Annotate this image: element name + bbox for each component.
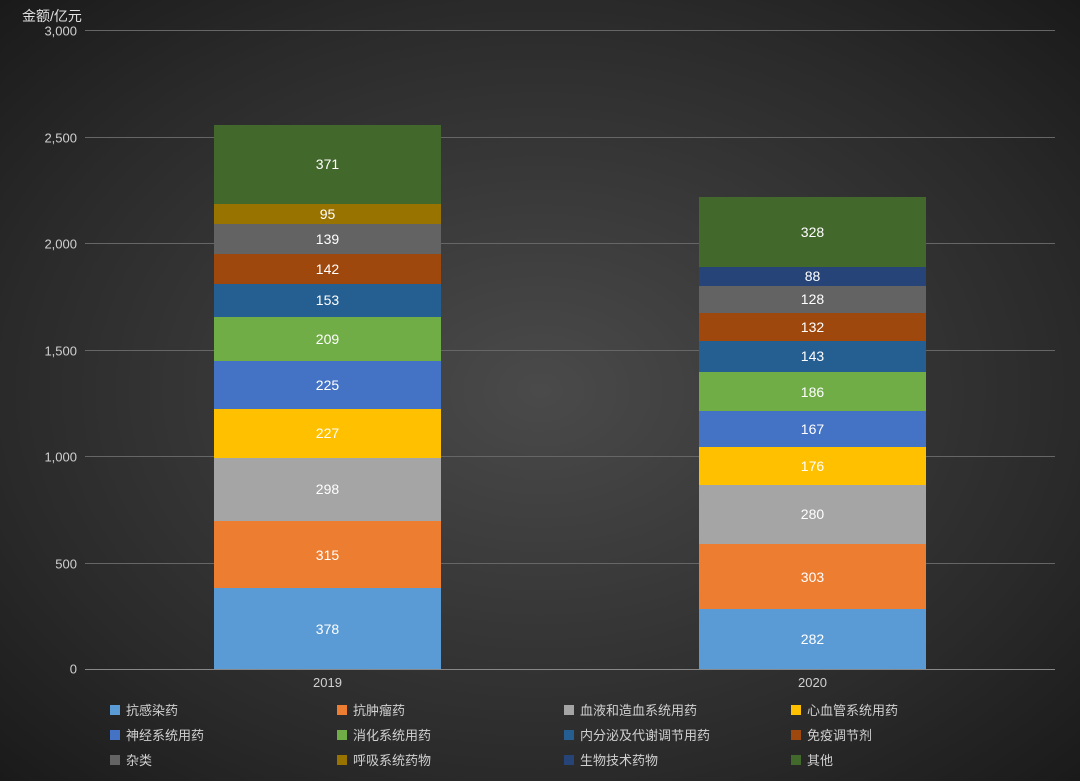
legend-label: 抗感染药	[126, 700, 178, 719]
legend-item: 抗感染药	[110, 700, 329, 719]
legend-swatch	[337, 730, 347, 740]
legend-label: 血液和造血系统用药	[580, 700, 697, 719]
chart-container: 金额/亿元 05001,0001,5002,0002,5003,000 3783…	[0, 0, 1080, 781]
segment-value-label: 298	[316, 481, 339, 497]
bar-segment: 88	[699, 267, 927, 286]
plot-area: 05001,0001,5002,0002,5003,000 3783152982…	[85, 30, 1055, 670]
segment-value-label: 328	[801, 224, 824, 240]
bar-segment: 142	[214, 254, 442, 284]
legend-item: 神经系统用药	[110, 725, 329, 744]
segment-value-label: 371	[316, 156, 339, 172]
legend-label: 呼吸系统药物	[353, 750, 431, 769]
ytick-label: 0	[70, 662, 77, 677]
legend-label: 生物技术药物	[580, 750, 658, 769]
legend-swatch	[791, 730, 801, 740]
segment-value-label: 186	[801, 384, 824, 400]
legend-swatch	[564, 705, 574, 715]
legend-swatch	[110, 705, 120, 715]
legend-label: 神经系统用药	[126, 725, 204, 744]
segment-value-label: 227	[316, 425, 339, 441]
bar-segment: 186	[699, 372, 927, 412]
segment-value-label: 378	[316, 621, 339, 637]
ytick-label: 1,000	[44, 450, 77, 465]
segment-value-label: 128	[801, 291, 824, 307]
bar-segment: 371	[214, 125, 442, 204]
bar-segment: 176	[699, 447, 927, 485]
legend-item: 呼吸系统药物	[337, 750, 556, 769]
bar-segment: 139	[214, 224, 442, 254]
legend-item: 免疫调节剂	[791, 725, 1010, 744]
legend-swatch	[337, 705, 347, 715]
legend-item: 生物技术药物	[564, 750, 783, 769]
legend-swatch	[110, 730, 120, 740]
segment-value-label: 315	[316, 547, 339, 563]
ytick-label: 2,000	[44, 237, 77, 252]
legend-item: 内分泌及代谢调节用药	[564, 725, 783, 744]
ytick-label: 1,500	[44, 343, 77, 358]
segment-value-label: 153	[316, 292, 339, 308]
legend-item: 抗肿瘤药	[337, 700, 556, 719]
bar-segment: 280	[699, 485, 927, 545]
bar-segment: 282	[699, 609, 927, 669]
legend-label: 免疫调节剂	[807, 725, 872, 744]
segment-value-label: 139	[316, 231, 339, 247]
segment-value-label: 88	[805, 268, 821, 284]
segment-value-label: 280	[801, 506, 824, 522]
bar-group: 378315298227225209153142139953712019	[214, 125, 442, 669]
legend-label: 其他	[807, 750, 833, 769]
bar-segment: 328	[699, 197, 927, 267]
legend-label: 杂类	[126, 750, 152, 769]
x-category-label: 2019	[313, 675, 342, 690]
legend-item: 其他	[791, 750, 1010, 769]
legend-swatch	[564, 730, 574, 740]
ytick-label: 3,000	[44, 24, 77, 39]
legend-label: 消化系统用药	[353, 725, 431, 744]
legend-item: 消化系统用药	[337, 725, 556, 744]
legend-label: 内分泌及代谢调节用药	[580, 725, 710, 744]
bar-segment: 303	[699, 544, 927, 609]
segment-value-label: 95	[320, 206, 336, 222]
bar-segment: 315	[214, 521, 442, 588]
bar-segment: 153	[214, 284, 442, 317]
bar-segment: 143	[699, 341, 927, 372]
segment-value-label: 142	[316, 261, 339, 277]
segment-value-label: 143	[801, 348, 824, 364]
legend-item: 心血管系统用药	[791, 700, 1010, 719]
x-category-label: 2020	[798, 675, 827, 690]
segment-value-label: 176	[801, 458, 824, 474]
legend-label: 抗肿瘤药	[353, 700, 405, 719]
bar-segment: 132	[699, 313, 927, 341]
legend-swatch	[791, 755, 801, 765]
ytick-label: 500	[55, 556, 77, 571]
legend-item: 杂类	[110, 750, 329, 769]
legend-swatch	[337, 755, 347, 765]
segment-value-label: 209	[316, 331, 339, 347]
bar-segment: 225	[214, 361, 442, 409]
ytick-label: 2,500	[44, 130, 77, 145]
bar-segment: 209	[214, 317, 442, 362]
bar-segment: 128	[699, 286, 927, 313]
legend-label: 心血管系统用药	[807, 700, 898, 719]
bar-segment: 167	[699, 411, 927, 447]
bar-segment: 298	[214, 458, 442, 522]
bar-group: 282303280176167186143132128883282020	[699, 197, 927, 669]
legend-swatch	[791, 705, 801, 715]
segment-value-label: 167	[801, 421, 824, 437]
bar-segment: 378	[214, 588, 442, 669]
segment-value-label: 225	[316, 377, 339, 393]
legend-swatch	[564, 755, 574, 765]
bar-segment: 227	[214, 409, 442, 457]
segment-value-label: 303	[801, 569, 824, 585]
legend-swatch	[110, 755, 120, 765]
legend-item: 血液和造血系统用药	[564, 700, 783, 719]
legend: 抗感染药 抗肿瘤药 血液和造血系统用药 心血管系统用药神经系统用药 消化系统用药 内分泌及…	[110, 700, 1010, 769]
bar-segment: 95	[214, 204, 442, 224]
segment-value-label: 282	[801, 631, 824, 647]
segment-value-label: 132	[801, 319, 824, 335]
